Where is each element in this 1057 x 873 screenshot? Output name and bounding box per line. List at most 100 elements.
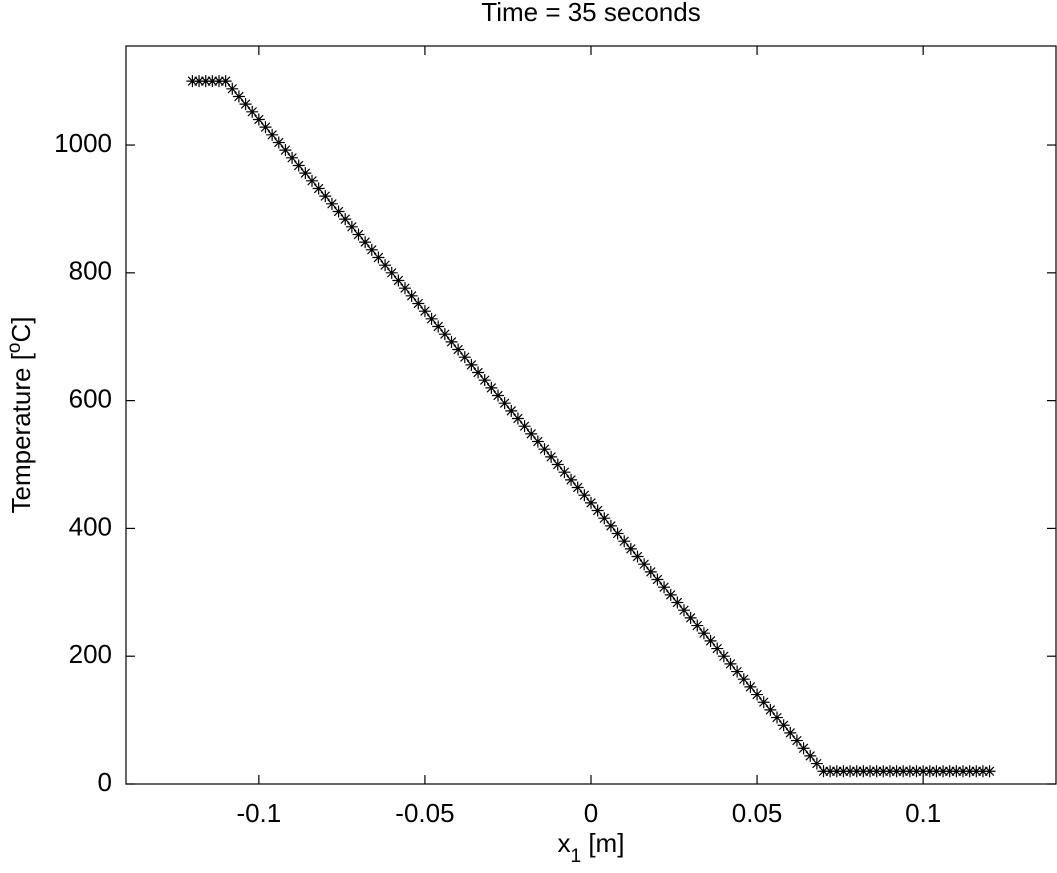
- x-label-suffix: [m]: [581, 828, 624, 858]
- y-label-main: Temperature [: [6, 352, 36, 513]
- marker: [306, 174, 318, 187]
- marker: [976, 765, 989, 778]
- plot-frame: [125, 45, 1057, 785]
- marker: [498, 397, 511, 410]
- marker: [624, 542, 637, 555]
- y-tick-label: 200: [69, 639, 112, 669]
- marker: [658, 581, 671, 594]
- marker: [697, 627, 710, 640]
- marker: [319, 190, 332, 203]
- marker: [731, 665, 744, 678]
- marker: [618, 535, 631, 548]
- marker: [724, 657, 737, 670]
- x-tick-label: 0: [584, 798, 598, 828]
- marker: [392, 274, 405, 287]
- marker: [558, 466, 571, 479]
- marker: [678, 604, 690, 617]
- y-label-superscript: o: [4, 343, 25, 354]
- x-tick-label: 0.05: [732, 798, 783, 828]
- marker: [664, 588, 677, 601]
- marker: [917, 765, 930, 778]
- marker: [897, 765, 910, 778]
- x-tick-label: -0.05: [395, 798, 454, 828]
- marker: [824, 765, 837, 778]
- marker: [644, 565, 657, 578]
- y-tick-label: 800: [69, 256, 112, 286]
- marker: [252, 113, 265, 126]
- marker: [671, 596, 684, 609]
- marker: [870, 765, 883, 778]
- marker: [704, 634, 717, 647]
- marker: [412, 297, 425, 310]
- marker: [784, 726, 797, 739]
- marker: [538, 443, 551, 456]
- marker: [405, 289, 418, 302]
- marker: [518, 420, 531, 433]
- marker: [332, 205, 345, 218]
- marker: [910, 765, 923, 778]
- marker: [711, 642, 724, 655]
- marker: [883, 765, 896, 778]
- marker: [717, 650, 730, 663]
- y-tick-label: 0: [98, 767, 112, 797]
- marker: [744, 680, 757, 693]
- marker: [286, 151, 299, 164]
- marker: [950, 765, 963, 778]
- marker: [279, 144, 292, 157]
- marker: [837, 765, 850, 778]
- marker: [631, 550, 644, 563]
- marker: [186, 75, 199, 88]
- marker: [804, 749, 817, 762]
- marker: [930, 765, 943, 778]
- marker: [345, 220, 358, 233]
- marker: [425, 312, 438, 325]
- marker: [485, 381, 498, 394]
- marker: [611, 527, 624, 540]
- x-axis-label: x1 [m]: [558, 828, 625, 867]
- marker: [213, 75, 225, 88]
- marker: [565, 473, 578, 486]
- marker: [418, 305, 431, 318]
- marker: [651, 573, 664, 586]
- marker: [638, 558, 651, 571]
- x-label-main: x: [558, 828, 571, 858]
- marker: [239, 98, 252, 111]
- y-tick-label: 400: [69, 511, 112, 541]
- marker: [199, 75, 212, 88]
- x-label-subscript: 1: [571, 846, 582, 867]
- marker: [545, 450, 558, 463]
- marker: [551, 458, 564, 471]
- y-tick-label: 1000: [54, 128, 112, 158]
- marker: [266, 128, 279, 141]
- y-label-suffix: C]: [6, 317, 36, 343]
- marker: [372, 251, 385, 264]
- marker: [206, 75, 219, 88]
- marker: [458, 351, 471, 364]
- marker: [983, 765, 996, 778]
- marker: [864, 765, 876, 778]
- marker: [325, 197, 338, 210]
- marker: [352, 228, 365, 241]
- marker: [963, 765, 976, 778]
- marker: [511, 412, 524, 425]
- marker: [877, 765, 890, 778]
- marker: [312, 182, 325, 195]
- marker: [604, 519, 617, 532]
- marker: [232, 90, 245, 103]
- y-tick-label: 600: [69, 383, 112, 413]
- marker: [385, 266, 398, 279]
- marker: [292, 159, 305, 172]
- marker: [505, 404, 518, 417]
- marker: [591, 504, 604, 517]
- marker: [571, 481, 584, 494]
- marker: [957, 765, 969, 778]
- marker: [691, 619, 704, 632]
- marker: [857, 765, 870, 778]
- x-tick-label: -0.1: [236, 798, 281, 828]
- marker: [246, 105, 259, 118]
- marker: [903, 765, 916, 778]
- marker: [432, 320, 445, 333]
- marker: [943, 765, 956, 778]
- marker: [970, 765, 983, 778]
